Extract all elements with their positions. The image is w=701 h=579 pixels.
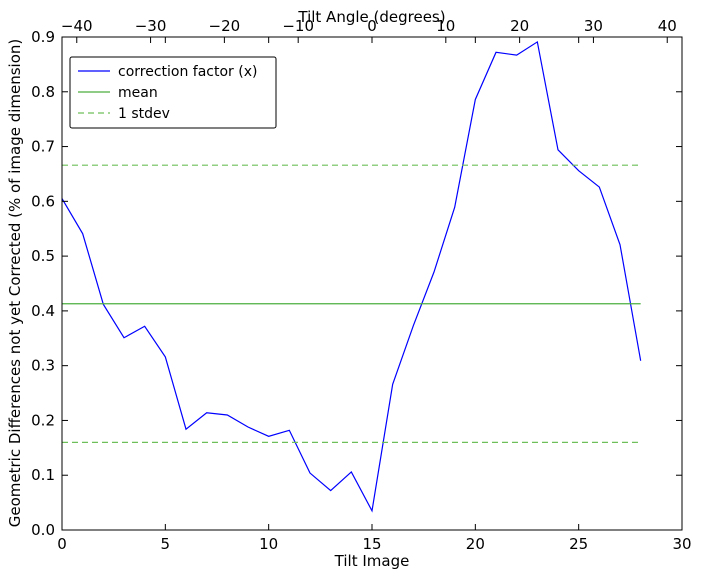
y-tick-label: 0.6 [31,192,55,210]
plot-frame [61,36,683,531]
top-tick-label: −20 [209,17,241,35]
x-tick-label: 5 [161,535,171,553]
series-line-0 [61,40,642,513]
y-tick-label: 0.7 [31,138,55,156]
top-axis-title: Tilt Angle (degrees) [297,8,445,26]
top-tick-label: 30 [584,17,603,35]
series-layer [61,40,642,513]
y-axis-title: Geometric Differences not yet Corrected … [6,39,24,528]
y-tick-label: 0.5 [31,247,55,265]
x-tick-label: 20 [466,535,485,553]
x-tick-label: 30 [672,535,691,553]
legend-box [69,56,277,129]
legend-label-mean: mean [118,85,158,101]
x-tick-label: 10 [259,535,278,553]
top-tick-label: 20 [510,17,529,35]
y-tick-label: 0.4 [31,302,55,320]
y-tick-label: 0.2 [31,411,55,429]
legend-label-stdev: 1 stdev [118,106,170,122]
top-tick-label: 40 [658,17,677,35]
y-tick-label: 0.9 [31,28,55,46]
labels-layer: 0 5 10 15 20 25 30 0.0 0.1 0.2 0.3 0.4 0.5 0.6 0.7 0.8 0… [31,17,691,553]
top-tick-label: 10 [436,17,455,35]
x-tick-label: 0 [57,535,67,553]
x-tick-label: 25 [569,535,588,553]
y-tick-label: 0.3 [31,357,55,375]
x-tick-label: 15 [362,535,381,553]
top-tick-label: −30 [135,17,167,35]
legend-label-correction: correction factor (x) [118,64,257,80]
x-axis-title: Tilt Image [334,552,410,570]
top-tick-label: −10 [282,17,314,35]
y-tick-label: 0.8 [31,83,55,101]
y-tick-label: 0.0 [31,521,55,539]
legend: correction factor (x) mean 1 stdev [69,56,277,129]
top-tick-label: −40 [61,17,93,35]
top-tick-label: 0 [367,17,377,35]
y-tick-label: 0.1 [31,466,55,484]
